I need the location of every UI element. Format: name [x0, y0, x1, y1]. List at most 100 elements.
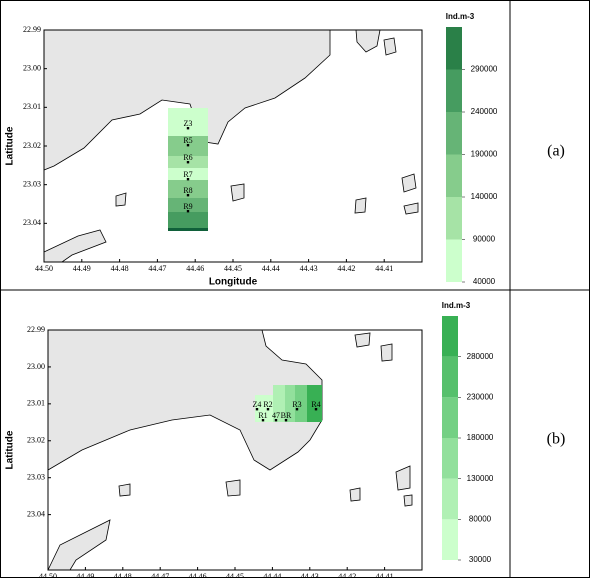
station-label: R3 — [292, 400, 301, 409]
y-tick-label: 22.99 — [27, 325, 45, 334]
x-tick-label: 44.49 — [76, 572, 94, 578]
colorbar-band — [442, 356, 458, 398]
colorbar-tick-label: 190000 — [471, 150, 498, 159]
density-area — [168, 198, 208, 212]
density-area — [168, 126, 208, 136]
station-label: R5 — [183, 136, 192, 145]
density-area — [168, 180, 208, 198]
density-area — [273, 385, 285, 422]
station-marker — [186, 161, 190, 164]
x-tick-label: 44.43 — [300, 264, 318, 273]
station-marker — [266, 408, 270, 411]
colorbar-band — [446, 27, 462, 70]
density-area — [168, 108, 208, 126]
colorbar-tick-label: 230000 — [467, 392, 494, 401]
x-tick-label: 44.46 — [189, 572, 207, 578]
station-marker — [186, 178, 190, 181]
y-axis-label: Latitude — [5, 126, 16, 165]
x-tick-label: 44.44 — [263, 572, 281, 578]
station-marker — [314, 408, 318, 411]
station-label: R6 — [183, 153, 192, 162]
station-label: BR — [281, 411, 292, 420]
panel-label: (a) — [547, 143, 565, 160]
colorbar-tick-label: 240000 — [471, 107, 498, 116]
land-a — [43, 29, 419, 263]
x-tick-label: 44.47 — [151, 572, 169, 578]
y-tick-label: 23.00 — [23, 63, 41, 72]
x-tick-label: 44.44 — [262, 264, 280, 273]
colorbar-tick-label: 290000 — [471, 65, 498, 74]
colorbar-title: Ind.m-3 — [446, 12, 475, 21]
x-tick-label: 44.42 — [338, 572, 356, 578]
colorbar-band — [442, 438, 458, 479]
y-tick-label: 23.02 — [27, 436, 45, 445]
x-tick-label: 44.43 — [301, 572, 319, 578]
station-label: R7 — [183, 170, 192, 179]
density-area — [295, 385, 307, 422]
x-tick-label: 44.49 — [73, 264, 91, 273]
colorbar-band — [446, 239, 462, 282]
station-marker — [255, 408, 259, 411]
y-tick-label: 23.01 — [23, 102, 41, 111]
x-tick-label: 44.42 — [337, 264, 355, 273]
station-marker — [186, 194, 190, 197]
y-tick-label: 23.02 — [23, 141, 41, 150]
x-axis-label: Longitude — [209, 277, 258, 288]
x-tick-label: 44.50 — [35, 264, 53, 273]
x-tick-label: 44.45 — [224, 264, 242, 273]
colorbar-tick-label: 90000 — [473, 235, 496, 244]
density-area — [307, 385, 322, 422]
station-label: 47 — [272, 411, 280, 420]
station-label: Z4 — [253, 400, 262, 409]
station-marker — [284, 419, 288, 422]
station-label: R8 — [183, 186, 192, 195]
colorbar-tick-label: 30000 — [469, 555, 492, 564]
station-label: R2 — [263, 400, 272, 409]
colorbar-tick-label: 280000 — [467, 352, 494, 361]
y-tick-label: 23.04 — [27, 509, 45, 518]
colorbar-tick-label: 40000 — [473, 277, 496, 286]
colorbar-title: Ind.m-3 — [442, 301, 471, 310]
panel-label: (b) — [547, 431, 566, 448]
station-marker — [274, 419, 278, 422]
station-label: R4 — [311, 400, 320, 409]
colorbar-tick-label: 140000 — [471, 192, 498, 201]
y-tick-label: 23.01 — [27, 399, 45, 408]
density-area — [168, 212, 208, 228]
station-label: R1 — [258, 411, 267, 420]
x-tick-label: 44.45 — [226, 572, 244, 578]
density-area — [168, 168, 208, 180]
density-area — [168, 228, 208, 231]
station-marker — [186, 144, 190, 147]
y-axis-label: Latitude — [5, 430, 16, 469]
x-tick-label: 44.47 — [148, 264, 166, 273]
colorbar-tick-label: 180000 — [467, 433, 494, 442]
colorbar-band — [446, 154, 462, 197]
x-tick-label: 44.48 — [111, 264, 129, 273]
density-area — [285, 385, 295, 422]
colorbar-tick-label: 80000 — [469, 514, 492, 523]
station-label: R9 — [183, 202, 192, 211]
y-tick-label: 22.99 — [23, 25, 41, 34]
colorbar-band — [442, 397, 458, 438]
land-b — [47, 329, 413, 571]
x-tick-label: 44.46 — [186, 264, 204, 273]
colorbar-band — [442, 478, 458, 520]
density-area — [255, 395, 273, 422]
x-tick-label: 44.41 — [375, 264, 393, 273]
station-marker — [261, 419, 265, 422]
station-label: Z3 — [184, 119, 193, 128]
colorbar-band — [446, 197, 462, 240]
y-tick-label: 23.03 — [23, 179, 41, 188]
station-marker — [186, 127, 190, 130]
colorbar-band — [446, 112, 462, 155]
x-tick-label: 44.48 — [114, 572, 132, 578]
x-tick-label: 44.50 — [39, 572, 57, 578]
colorbar-band — [446, 69, 462, 112]
y-tick-label: 23.04 — [23, 218, 41, 227]
y-tick-label: 23.03 — [27, 473, 45, 482]
colorbar-band — [442, 519, 458, 560]
station-marker — [295, 408, 299, 411]
x-tick-label: 44.41 — [376, 572, 394, 578]
